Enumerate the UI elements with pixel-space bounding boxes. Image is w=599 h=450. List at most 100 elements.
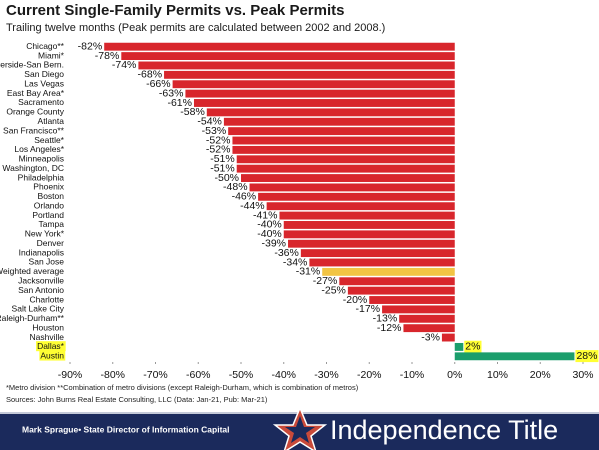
bar	[121, 52, 455, 61]
x-tick-label: 20%	[530, 369, 551, 381]
category-label: Houston	[32, 322, 64, 332]
value-label: -40%	[257, 228, 282, 240]
value-label: -52%	[206, 134, 231, 146]
bar	[249, 183, 455, 192]
category-label: San Francisco**	[3, 125, 65, 135]
x-tick-label: -70%	[143, 369, 168, 381]
value-label: -27%	[313, 275, 338, 287]
x-tick-label: -30%	[314, 369, 339, 381]
x-tick-label: -90%	[58, 369, 83, 381]
category-label: Los Angeles*	[14, 144, 64, 154]
bar	[206, 108, 455, 117]
category-label: Portland	[32, 210, 64, 220]
bar	[369, 296, 455, 304]
category-label: Las Vegas	[24, 78, 64, 88]
category-label: Weighted average	[0, 266, 64, 276]
value-label: -78%	[95, 50, 120, 62]
bar	[279, 211, 455, 220]
bar	[236, 155, 455, 164]
value-label: -74%	[112, 59, 137, 71]
category-label: Denver	[37, 238, 65, 248]
bar	[258, 192, 455, 201]
category-label: East Bay Area*	[7, 88, 65, 98]
bar	[322, 267, 455, 276]
value-label: -54%	[197, 116, 222, 128]
category-label: Orlando	[34, 200, 65, 210]
label-highlight	[575, 350, 599, 363]
bar	[164, 70, 455, 79]
value-label: -52%	[206, 144, 231, 156]
bar	[309, 258, 455, 267]
bar	[441, 333, 455, 342]
category-label: Austin	[40, 351, 64, 361]
value-label: -13%	[373, 313, 398, 325]
bar	[382, 305, 455, 314]
value-label: -63%	[159, 87, 184, 99]
category-label: Seattle*	[34, 135, 64, 145]
x-tick-label: -80%	[100, 369, 125, 381]
bar	[232, 145, 455, 154]
value-label: -51%	[210, 153, 235, 165]
x-tick-label: -40%	[271, 369, 296, 381]
category-label: Sacramento	[18, 97, 64, 107]
bar	[236, 164, 455, 173]
label-highlight	[464, 340, 482, 353]
value-label: -53%	[202, 125, 227, 137]
category-label: Salt Lake City	[12, 304, 65, 314]
bar	[193, 99, 455, 107]
value-label: -44%	[240, 200, 265, 212]
bar	[300, 249, 455, 258]
brand-name: Independence Title	[330, 415, 558, 445]
value-label: -3%	[421, 331, 440, 343]
x-tick-label: -10%	[400, 369, 425, 381]
bar	[104, 42, 455, 51]
label-highlight	[39, 350, 66, 361]
footnote: *Metro division **Combination of metro d…	[6, 383, 359, 392]
bar	[454, 352, 575, 361]
x-tick-label: -50%	[229, 369, 254, 381]
category-label: Miami*	[38, 50, 65, 60]
value-label: -17%	[356, 303, 381, 315]
value-label: -50%	[214, 172, 239, 184]
bar	[347, 286, 455, 295]
bar	[454, 342, 464, 351]
x-tick-label: 10%	[487, 369, 508, 381]
bar	[223, 117, 455, 126]
value-label: -46%	[232, 191, 257, 203]
category-label: San Antonio	[18, 285, 64, 295]
x-tick-label: 30%	[572, 369, 593, 381]
value-label: -51%	[210, 162, 235, 174]
bar	[228, 127, 455, 136]
bar	[172, 80, 455, 89]
value-label: -40%	[257, 219, 282, 231]
category-label: Phoenix	[33, 182, 64, 192]
chart-title: Current Single-Family Permits vs. Peak P…	[6, 2, 344, 19]
value-label: -68%	[138, 69, 163, 81]
value-label: -41%	[253, 209, 278, 221]
bar	[232, 136, 455, 145]
source-note: Sources: John Burns Real Estate Consulti…	[6, 395, 268, 404]
category-label: Chicago**	[26, 41, 64, 51]
category-label: Nashville	[30, 332, 65, 342]
x-tick-label: -20%	[357, 369, 382, 381]
value-label: 28%	[576, 350, 597, 362]
presenter: Mark Sprague• State Director of Informat…	[22, 424, 229, 434]
bar	[241, 174, 455, 182]
bar	[288, 239, 455, 248]
bar	[283, 230, 455, 239]
category-label: Philadelphia	[18, 172, 65, 182]
category-label: Charlotte	[30, 294, 65, 304]
logo-star-inner	[285, 416, 315, 443]
category-label: Washington, DC	[2, 163, 64, 173]
value-label: -66%	[146, 78, 171, 90]
category-label: Tampa	[38, 219, 64, 229]
bar	[399, 314, 455, 323]
value-label: -82%	[78, 40, 103, 52]
value-label: -20%	[343, 294, 368, 306]
bar	[185, 89, 455, 98]
label-highlight	[36, 341, 66, 352]
value-label: -12%	[377, 322, 402, 334]
value-label: 2%	[465, 341, 480, 353]
category-label: Riverside-San Bern.	[0, 60, 64, 70]
